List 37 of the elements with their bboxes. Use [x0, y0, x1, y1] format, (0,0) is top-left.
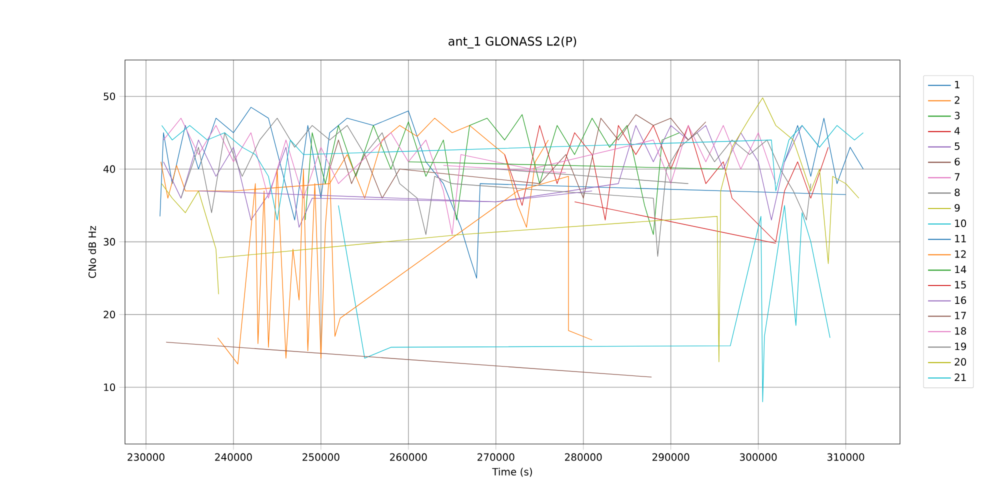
legend-label: 17 — [955, 312, 966, 320]
x-tick-label: 260000 — [390, 453, 427, 461]
x-tick-label: 310000 — [827, 453, 864, 461]
legend-label: 8 — [954, 188, 960, 196]
x-tick-label: 290000 — [652, 453, 690, 461]
legend-label: 1 — [955, 80, 960, 88]
legend-label: 9 — [954, 204, 960, 212]
legend-label: 2 — [954, 96, 960, 104]
legend-label: 3 — [954, 112, 960, 120]
legend-label: 11 — [955, 234, 966, 242]
x-tick-label: 270000 — [478, 453, 514, 461]
legend-label: 19 — [955, 342, 966, 350]
y-tick-label: 20 — [104, 310, 116, 318]
x-tick-label: 300000 — [740, 453, 777, 461]
legend-label: 14 — [955, 266, 966, 274]
legend-label: 15 — [955, 281, 966, 289]
legend-label: 16 — [955, 296, 966, 304]
chart-title: ant_1 GLONASS L2(P) — [448, 36, 576, 48]
x-tick-label: 280000 — [565, 453, 602, 461]
legend-label: 5 — [954, 142, 960, 150]
y-axis-title: CNo dB Hz — [88, 226, 96, 278]
y-tick-label: 30 — [104, 238, 116, 246]
legend-label: 18 — [955, 327, 966, 335]
legend-label: 21 — [954, 374, 966, 381]
y-tick-label: 40 — [103, 165, 116, 173]
legend-label: 4 — [954, 127, 960, 134]
legend-label: 12 — [955, 250, 966, 258]
x-tick-label: 240000 — [215, 453, 252, 461]
x-axis-title: Time (s) — [492, 468, 532, 477]
legend-label: 10 — [955, 220, 966, 228]
legend-label: 6 — [954, 158, 960, 166]
legend-label: 20 — [954, 358, 966, 366]
y-tick-label: 10 — [104, 383, 116, 392]
legend-label: 7 — [954, 173, 960, 181]
x-tick-label: 230000 — [128, 453, 164, 461]
y-tick-label: 50 — [104, 92, 116, 100]
x-tick-label: 250000 — [302, 453, 340, 461]
